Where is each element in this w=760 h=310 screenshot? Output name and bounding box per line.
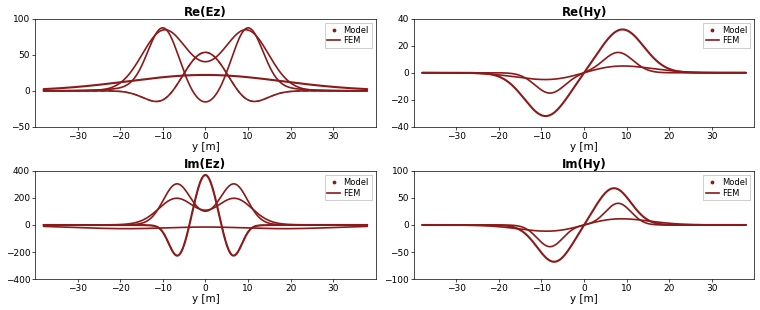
Legend: Model, FEM: Model, FEM (325, 23, 372, 48)
Legend: Model, FEM: Model, FEM (703, 23, 750, 48)
Legend: Model, FEM: Model, FEM (703, 175, 750, 201)
Title: Re(Hy): Re(Hy) (562, 6, 606, 19)
X-axis label: y [m]: y [m] (570, 294, 598, 304)
Legend: Model, FEM: Model, FEM (325, 175, 372, 201)
Title: Re(Ez): Re(Ez) (184, 6, 226, 19)
Title: Im(Ez): Im(Ez) (185, 158, 226, 171)
X-axis label: y [m]: y [m] (570, 142, 598, 152)
X-axis label: y [m]: y [m] (192, 294, 220, 304)
Title: Im(Hy): Im(Hy) (562, 158, 606, 171)
X-axis label: y [m]: y [m] (192, 142, 220, 152)
